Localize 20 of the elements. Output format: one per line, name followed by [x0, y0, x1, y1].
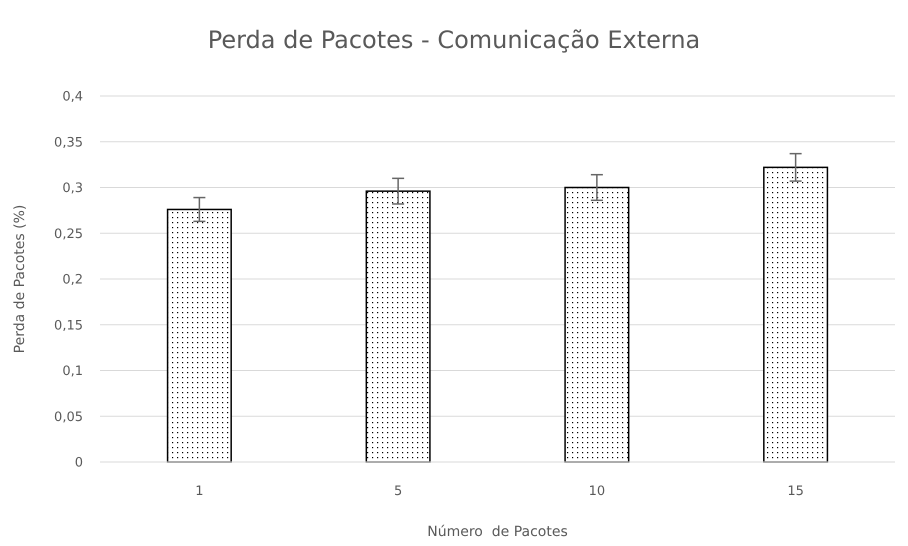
y-tick-label: 0,05	[54, 410, 83, 425]
chart-title: Perda de Pacotes - Comunicação Externa	[208, 26, 700, 54]
bar	[564, 186, 630, 463]
y-tick-label: 0,3	[62, 181, 83, 196]
bar	[166, 208, 232, 463]
bar	[763, 166, 828, 463]
y-tick-label: 0,1	[62, 364, 83, 380]
bar	[366, 190, 431, 463]
y-tick-label: 0,2	[62, 272, 83, 288]
y-tick-label: 0	[74, 456, 83, 471]
y-tick-label: 0,25	[54, 226, 83, 242]
x-tick-label: 15	[787, 484, 804, 499]
y-tick-label: 0,4	[62, 90, 83, 105]
x-tick-label: 10	[588, 484, 606, 499]
y-tick-label: 0,35	[54, 135, 83, 150]
x-tick-label: 1	[195, 484, 204, 499]
y-tick-label: 0,15	[54, 318, 83, 334]
y-axis-title: Perda de Pacotes (%)	[12, 204, 28, 354]
x-tick-label: 5	[394, 484, 402, 499]
x-axis-title: Número de Pacotes	[427, 524, 568, 540]
